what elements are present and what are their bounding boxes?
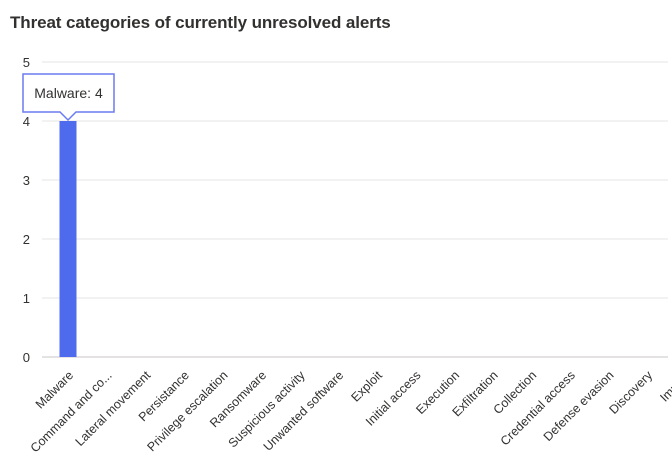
y-axis-ticks: 0 1 2 3 4 5 (23, 55, 30, 365)
bars (59, 121, 77, 357)
bar-tooltip: Malware: 4 (22, 73, 115, 122)
x-tick-label: Impact (657, 368, 672, 405)
y-tick-label: 0 (23, 350, 30, 365)
tooltip-box (22, 73, 115, 122)
bar-malware[interactable] (59, 121, 77, 357)
tooltip-text: Malware: 4 (34, 85, 103, 101)
x-tick-label: Exploit (348, 368, 385, 405)
y-tick-label: 5 (23, 55, 30, 70)
gridlines (42, 61, 668, 358)
y-tick-label: 2 (23, 232, 30, 247)
x-tick-label: Defense evasion (541, 368, 617, 444)
x-tick-label: Discovery (606, 368, 655, 417)
y-tick-label: 3 (23, 173, 30, 188)
chart-title: Threat categories of currently unresolve… (10, 13, 391, 32)
y-tick-label: 1 (23, 291, 30, 306)
y-tick-label: 4 (23, 114, 30, 129)
